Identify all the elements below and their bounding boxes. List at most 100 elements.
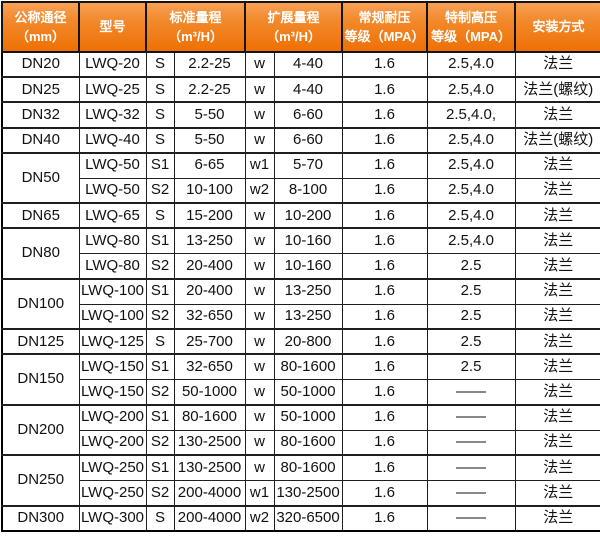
standard-code-cell: S: [145, 202, 175, 229]
header-label: 公称通径: [14, 9, 67, 25]
table-row: DN50 LWQ-50 S1 6-65 w1 5-70 1.6 2.5,4.0 法兰: [1, 151, 600, 204]
installation-cell: 法兰: [514, 227, 600, 255]
table-row: DN40 LWQ-40 S 5-50 w 6-60 1.6 2.5,4.0 法兰(螺纹): [1, 126, 600, 154]
extended-code-cell: w: [244, 101, 275, 129]
normal-pressure-cell: 1.6: [341, 328, 428, 355]
extended-code-cell: w2: [244, 504, 275, 532]
standard-range-cell: 15-200: [173, 202, 246, 229]
installation-cell: 法兰: [514, 429, 600, 456]
standard-code-cell: S2: [145, 379, 175, 406]
standard-range-cell: 10-100: [173, 177, 246, 204]
dn-cell: DN150: [1, 353, 80, 406]
normal-pressure-cell: 1.6: [341, 303, 428, 330]
table-row: DN200 LWQ-200 S1 80-1600 w 50-1000 1.6 —— 法兰: [1, 403, 600, 456]
standard-code-cell: S: [145, 76, 175, 103]
extended-code-cell: w: [244, 227, 275, 255]
table-row: DN100 LWQ-100 S1 20-400 w 13-250 1.6 2.5 法兰: [1, 277, 600, 330]
extended-range-cell: 80-1600: [273, 429, 343, 456]
extended-code-cell: w: [244, 403, 275, 431]
header-model: 型号: [78, 1, 147, 53]
dn-cell: DN32: [1, 101, 80, 129]
extended-range-cell: 13-250: [273, 277, 343, 305]
extended-range-cell: 50-1000: [273, 379, 343, 406]
table-row: DN125 LWQ-125 S 25-700 w 20-800 1.6 2.5 法兰: [1, 328, 600, 355]
normal-pressure-cell: 1.6: [341, 479, 428, 507]
standard-code-cell: S: [145, 126, 175, 154]
special-pressure-cell: 2.5: [426, 303, 516, 330]
special-pressure-cell: 2.5,4.0,: [426, 101, 516, 129]
table-header: 公称通径 （mm） 型号 标准量程 （m³/H） 扩展量程 （m³/H） 常规耐压 等级（MPA…: [1, 1, 600, 53]
normal-pressure-cell: 1.6: [341, 151, 428, 179]
installation-cell: 法兰: [514, 253, 600, 280]
normal-pressure-cell: 1.6: [341, 50, 428, 78]
model-cell: LWQ-25: [78, 76, 147, 103]
header-label: （mm）: [15, 29, 66, 44]
table-row: DN32 LWQ-32 S 5-50 w 6-60 1.6 2.5,4.0, 法兰: [1, 101, 600, 129]
standard-range-cell: 20-400: [173, 277, 246, 305]
header-label: 等级（MPA）: [431, 29, 511, 44]
normal-pressure-cell: 1.6: [341, 277, 428, 305]
standard-code-cell: S1: [145, 353, 175, 381]
installation-cell: 法兰: [514, 379, 600, 406]
dn-cell: DN40: [1, 126, 80, 154]
extended-range-cell: 6-60: [273, 101, 343, 129]
extended-range-cell: 8-100: [273, 177, 343, 204]
table-body: DN20 LWQ-20 S 2.2-25 w 4-40 1.6 2.5,4.0 法兰 DN25 LW…: [1, 50, 600, 532]
dn-cell: DN200: [1, 403, 80, 456]
model-cell: LWQ-65: [78, 202, 147, 229]
normal-pressure-cell: 1.6: [341, 353, 428, 381]
model-cell: LWQ-150: [78, 379, 147, 406]
header-normal-pressure: 常规耐压 等级（MPA）: [341, 1, 429, 53]
normal-pressure-cell: 1.6: [341, 126, 428, 154]
model-cell: LWQ-80: [78, 253, 147, 280]
table-row: DN25 LWQ-25 S 2.2-25 w 4-40 1.6 2.5,4.0 法兰(螺纹): [1, 76, 600, 103]
installation-cell: 法兰: [514, 403, 600, 431]
header-label: 标准量程: [169, 9, 222, 25]
standard-code-cell: S1: [145, 151, 175, 179]
standard-code-cell: S2: [145, 479, 175, 507]
special-pressure-cell: 2.5,4.0: [426, 151, 516, 179]
installation-cell: 法兰: [514, 479, 600, 507]
extended-code-cell: w: [244, 454, 275, 481]
normal-pressure-cell: 1.6: [341, 454, 428, 481]
normal-pressure-cell: 1.6: [341, 403, 428, 431]
special-pressure-cell: ——: [426, 454, 516, 481]
standard-range-cell: 6-65: [173, 151, 246, 179]
extended-code-cell: w: [244, 277, 275, 305]
special-pressure-cell: 2.5,4.0: [426, 202, 516, 229]
header-row: 公称通径 （mm） 型号 标准量程 （m³/H） 扩展量程 （m³/H） 常规耐压 等级（MPA…: [1, 1, 600, 53]
extended-code-cell: w1: [244, 151, 275, 179]
standard-range-cell: 130-2500: [173, 454, 246, 481]
table-row: DN80 LWQ-80 S1 13-250 w 10-160 1.6 2.5,4.0 法兰: [1, 227, 600, 280]
header-dn: 公称通径 （mm）: [1, 1, 80, 53]
table-row: LWQ-100 S2 32-650 w 13-250 1.6 2.5 法兰: [2, 303, 600, 330]
dn-cell: DN100: [1, 277, 80, 330]
model-cell: LWQ-100: [78, 303, 147, 330]
model-cell: LWQ-150: [78, 353, 147, 381]
header-label: 扩展量程: [267, 9, 320, 25]
standard-range-cell: 32-650: [173, 303, 246, 330]
extended-range-cell: 20-800: [273, 328, 343, 355]
model-cell: LWQ-250: [78, 454, 147, 481]
standard-range-cell: 20-400: [173, 253, 246, 280]
table-row: LWQ-80 S2 20-400 w 10-160 1.6 2.5 法兰: [2, 253, 600, 280]
extended-range-cell: 320-6500: [273, 504, 343, 532]
model-cell: LWQ-50: [78, 177, 147, 204]
standard-range-cell: 80-1600: [173, 403, 246, 431]
normal-pressure-cell: 1.6: [341, 227, 428, 255]
installation-cell: 法兰: [514, 277, 600, 305]
installation-cell: 法兰: [514, 50, 600, 78]
extended-code-cell: w: [244, 50, 275, 78]
table-row: LWQ-50 S2 10-100 w2 8-100 1.6 2.5,4.0 法兰: [2, 177, 600, 204]
special-pressure-cell: 2.5: [426, 328, 516, 355]
model-cell: LWQ-20: [78, 50, 147, 78]
table-row: DN20 LWQ-20 S 2.2-25 w 4-40 1.6 2.5,4.0 法兰: [1, 50, 600, 78]
normal-pressure-cell: 1.6: [341, 253, 428, 280]
extended-code-cell: w: [244, 328, 275, 355]
standard-range-cell: 13-250: [173, 227, 246, 255]
extended-range-cell: 5-70: [273, 151, 343, 179]
extended-range-cell: 10-160: [273, 227, 343, 255]
special-pressure-cell: 2.5,4.0: [426, 76, 516, 103]
special-pressure-cell: 2.5: [426, 353, 516, 381]
